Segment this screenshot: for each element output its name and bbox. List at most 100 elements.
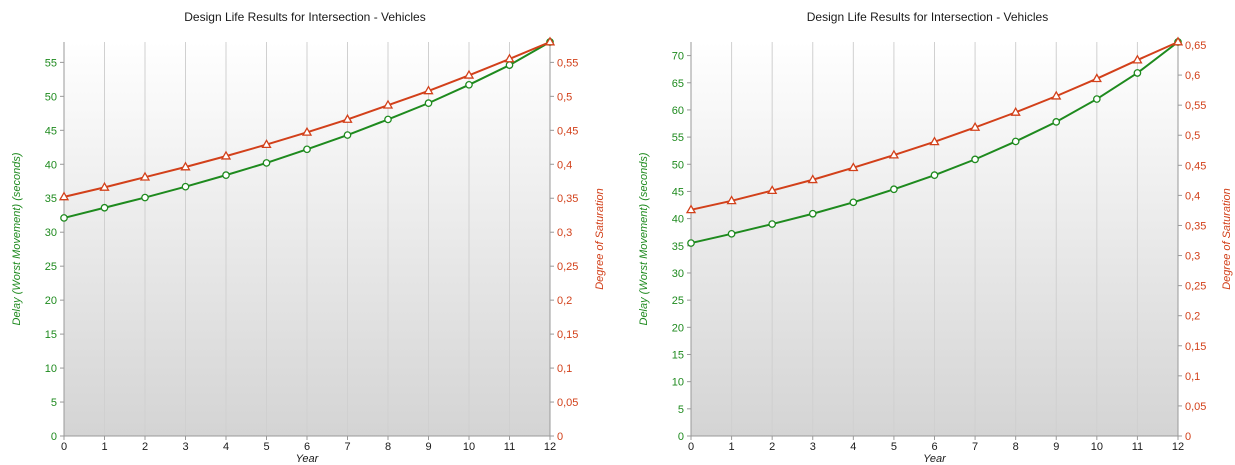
delay-point [810, 211, 816, 217]
y-tick-label: 35 [672, 241, 684, 253]
y2-tick-label: 0,2 [1185, 311, 1200, 323]
delay-point [385, 116, 391, 122]
delay-point [425, 100, 431, 106]
y2-tick-label: 0,05 [557, 397, 578, 409]
y-tick-label: 45 [45, 125, 57, 137]
y-tick-label: 60 [672, 105, 684, 117]
y-tick-label: 0 [678, 431, 684, 443]
y2-tick-label: 0,5 [557, 91, 572, 103]
x-tick-label: 5 [263, 441, 269, 453]
y2-tick-label: 0 [1185, 431, 1191, 443]
y-tick-label: 10 [672, 377, 684, 389]
y-tick-label: 40 [672, 214, 684, 226]
delay-point [61, 215, 67, 221]
y2-tick-label: 0,3 [557, 227, 572, 239]
delay-point [728, 231, 734, 237]
x-tick-label: 4 [850, 441, 856, 453]
x-tick-label: 6 [931, 441, 937, 453]
delay-point [769, 221, 775, 227]
y2-tick-label: 0,1 [557, 363, 572, 375]
x-tick-label: 11 [1132, 441, 1143, 453]
x-tick-label: 7 [344, 441, 350, 453]
delay-point [506, 62, 512, 68]
delay-point [101, 205, 107, 211]
y2-tick-label: 0,4 [1185, 190, 1200, 202]
x-tick-label: 2 [142, 441, 148, 453]
x-axis-label: Year [296, 453, 320, 465]
y-tick-label: 55 [45, 57, 57, 69]
delay-point [1094, 96, 1100, 102]
y-tick-label: 25 [672, 295, 684, 307]
x-tick-label: 2 [769, 441, 775, 453]
x-tick-label: 1 [729, 441, 735, 453]
x-axis-label: Year [923, 453, 947, 465]
x-tick-label: 0 [688, 441, 694, 453]
y-tick-label: 45 [672, 186, 684, 198]
delay-point [1053, 119, 1059, 125]
y2-axis-label: Degree of Saturation [594, 188, 606, 290]
y2-tick-label: 0,25 [557, 261, 578, 273]
y2-tick-label: 0,35 [557, 193, 578, 205]
y-tick-label: 20 [672, 322, 684, 334]
delay-point [304, 146, 310, 152]
y-tick-label: 15 [45, 329, 57, 341]
x-tick-label: 10 [1091, 441, 1103, 453]
x-tick-label: 3 [182, 441, 188, 453]
y2-tick-label: 0,3 [1185, 251, 1200, 263]
delay-point [931, 172, 937, 178]
y2-tick-label: 0,55 [557, 57, 578, 69]
chart-plot-right: 0 1 2 3 4 5 6 7 8 9 10 11 12051015202530354045505560… [620, 0, 1235, 465]
chart-panel-right: Design Life Results for Intersection - V… [620, 0, 1235, 465]
delay-point [688, 240, 694, 246]
y2-tick-label: 0,55 [1185, 100, 1206, 112]
delay-point [466, 82, 472, 88]
x-tick-label: 6 [304, 441, 310, 453]
y2-tick-label: 0,5 [1185, 130, 1200, 142]
y2-tick-label: 0,2 [557, 295, 572, 307]
x-tick-label: 8 [385, 441, 391, 453]
y2-tick-label: 0,35 [1185, 220, 1206, 232]
y-tick-label: 15 [672, 349, 684, 361]
y-tick-label: 20 [45, 295, 57, 307]
y-tick-label: 30 [672, 268, 684, 280]
x-tick-label: 11 [504, 441, 515, 453]
y2-tick-label: 0,45 [1185, 160, 1206, 172]
x-tick-label: 12 [1172, 441, 1184, 453]
y-tick-label: 0 [51, 431, 57, 443]
y-axis-label: Delay (Worst Movement) (seconds) [638, 152, 650, 325]
y-tick-label: 10 [45, 363, 57, 375]
y2-tick-label: 0,45 [557, 125, 578, 137]
delay-point [1134, 70, 1140, 76]
x-tick-label: 9 [425, 441, 431, 453]
x-tick-label: 10 [463, 441, 475, 453]
delay-point [263, 160, 269, 166]
delay-point [972, 156, 978, 162]
y-tick-label: 50 [45, 91, 57, 103]
y-tick-label: 50 [672, 159, 684, 171]
y-tick-label: 70 [672, 51, 684, 63]
x-tick-label: 0 [61, 441, 67, 453]
delay-point [182, 183, 188, 189]
delay-point [891, 186, 897, 192]
y2-axis-label: Degree of Saturation [1221, 188, 1233, 290]
chart-panel-left: Design Life Results for Intersection - V… [0, 0, 610, 465]
y-tick-label: 30 [45, 227, 57, 239]
y2-tick-label: 0,05 [1185, 401, 1206, 413]
y2-tick-label: 0,15 [557, 329, 578, 341]
y-tick-label: 5 [51, 397, 57, 409]
y2-tick-label: 0,4 [557, 159, 572, 171]
y-tick-label: 40 [45, 159, 57, 171]
y-tick-label: 5 [678, 404, 684, 416]
x-tick-label: 5 [891, 441, 897, 453]
y-tick-label: 25 [45, 261, 57, 273]
y2-tick-label: 0,1 [1185, 371, 1200, 383]
delay-point [344, 132, 350, 138]
x-tick-label: 3 [810, 441, 816, 453]
y-tick-label: 35 [45, 193, 57, 205]
delay-point [223, 172, 229, 178]
x-tick-label: 9 [1053, 441, 1059, 453]
y2-tick-label: 0,65 [1185, 40, 1206, 52]
y2-tick-label: 0 [557, 431, 563, 443]
x-tick-label: 8 [1013, 441, 1019, 453]
delay-point [142, 194, 148, 200]
